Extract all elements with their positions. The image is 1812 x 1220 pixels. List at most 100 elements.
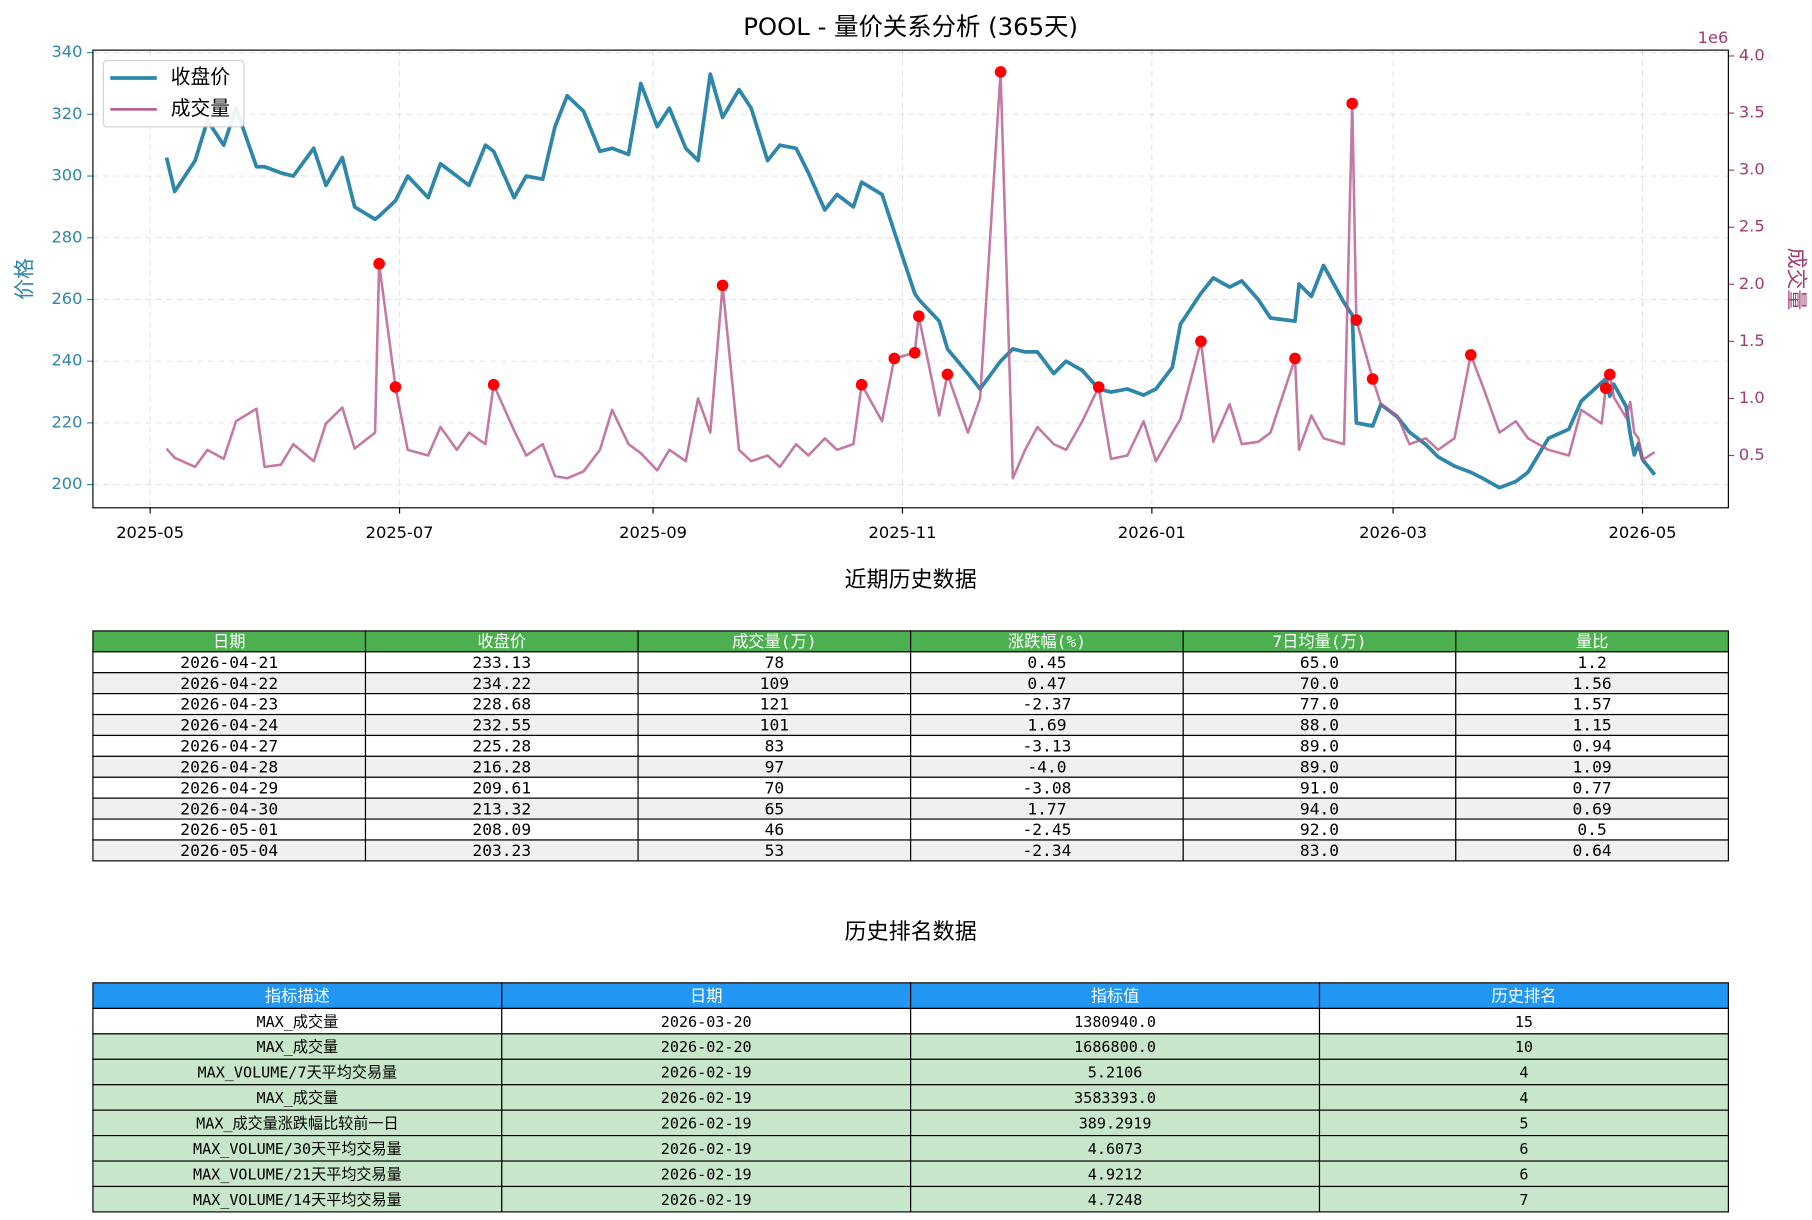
table-title: 历史排名数据	[845, 920, 977, 945]
table: 指标描述 日期 指标值 历史排名 MAX_成交量 2026-03-20 1380940.0 1…	[92, 982, 1729, 1213]
cell-text: MAX_成交量涨跌幅比较前一日	[196, 1115, 398, 1133]
cell-text: 109	[760, 674, 789, 693]
cell-text: MAX_成交量	[257, 1089, 339, 1107]
table-cell	[1318, 1058, 1729, 1086]
cell-text: 2026-02-19	[661, 1140, 752, 1158]
table-cell	[92, 1185, 503, 1213]
table-cell	[92, 1160, 503, 1188]
cell-text: 7	[1519, 1191, 1528, 1209]
table-cell	[1318, 1084, 1729, 1111]
cell-text: MAX_成交量	[257, 1038, 339, 1056]
cell-text: 4.6073	[1088, 1140, 1143, 1158]
cell-text: MAX_成交量	[257, 1013, 339, 1031]
cell-text: 77.0	[1300, 695, 1339, 714]
table-cell	[910, 1185, 1321, 1213]
cell-text: 0.64	[1573, 841, 1612, 860]
volume-spike-marker	[855, 378, 868, 391]
x-tick-label: 2025-07	[366, 523, 434, 542]
cell-text: 65	[765, 799, 785, 818]
table-cell	[92, 1033, 503, 1060]
cell-text: 2026-02-19	[661, 1165, 752, 1183]
y-tick-label: 320	[51, 104, 82, 123]
header-text: 日期	[690, 986, 723, 1005]
cell-text: 216.28	[472, 757, 531, 776]
cell-text: 1.15	[1573, 716, 1612, 735]
y2-tick-label: 2.0	[1739, 274, 1765, 293]
table-cell	[910, 1007, 1321, 1035]
cell-text: 225.28	[472, 737, 531, 756]
y2-tick-label: 1.5	[1739, 331, 1765, 350]
cell-text: -3.08	[1022, 778, 1071, 797]
cell-text: 2026-05-01	[180, 820, 278, 839]
cell-text: 89.0	[1300, 757, 1339, 776]
y-tick-label: 300	[51, 166, 82, 185]
volume-spike-marker	[1195, 335, 1207, 348]
cell-text: 2026-04-29	[180, 778, 278, 797]
cell-text: 97	[765, 757, 785, 776]
volume-spike-marker	[373, 257, 385, 270]
cell-text: 2026-04-22	[180, 674, 278, 693]
table-title: 近期历史数据	[845, 568, 977, 593]
x-tick-label: 2025-11	[869, 523, 937, 542]
y2-tick-label: 3.5	[1739, 103, 1765, 122]
series-line	[164, 72, 1657, 490]
legend-label: 收盘价	[171, 66, 230, 89]
cell-text: 2026-04-28	[180, 757, 278, 776]
cell-text: 4.7248	[1088, 1191, 1143, 1209]
table-cell	[1455, 839, 1729, 862]
cell-text: 2026-05-04	[180, 841, 278, 860]
header-text: 成交量(万)	[732, 632, 817, 651]
table-cell	[92, 1084, 503, 1111]
cell-text: -4.0	[1027, 757, 1066, 776]
cell-text: -2.45	[1022, 820, 1071, 839]
volume-spike-marker	[1603, 368, 1616, 381]
cell-text: 83.0	[1300, 841, 1339, 860]
volume-spike-marker	[994, 66, 1007, 78]
cell-text: 4	[1519, 1089, 1528, 1107]
cell-text: 15	[1515, 1013, 1533, 1031]
y-tick-label: 200	[51, 474, 82, 493]
table-cell	[910, 1033, 1321, 1060]
volume-spike-marker	[1464, 349, 1477, 361]
cell-text: 1.57	[1573, 695, 1612, 714]
x-tick-label: 2025-05	[116, 523, 184, 542]
cell-text: 70	[765, 778, 785, 797]
cell-text: 65.0	[1300, 653, 1339, 672]
volume-spike-marker	[1350, 314, 1363, 326]
cell-text: 88.0	[1300, 716, 1339, 735]
volume-spike-marker	[1092, 381, 1105, 393]
cell-text: 233.13	[472, 653, 531, 672]
series-line	[165, 70, 1656, 480]
volume-spike-marker	[888, 352, 901, 365]
cell-text: 2026-04-24	[180, 716, 278, 735]
header-text: 日期	[213, 632, 246, 651]
x-tick-label: 2026-01	[1118, 523, 1186, 542]
cell-text: 2026-02-19	[661, 1064, 752, 1082]
y-tick-label: 280	[51, 227, 82, 246]
cell-text: 1380940.0	[1074, 1013, 1156, 1031]
volume-spike-marker	[487, 378, 500, 391]
cell-text: 232.55	[472, 716, 531, 735]
cell-text: 2026-04-27	[180, 737, 278, 756]
table-cell	[92, 1109, 503, 1137]
cell-text: 209.61	[472, 778, 531, 797]
legend-label: 成交量	[171, 97, 230, 120]
cell-text: 1.09	[1573, 757, 1612, 776]
cell-text: 2026-04-30	[180, 799, 278, 818]
cell-text: 2026-02-19	[661, 1089, 752, 1107]
header-text: 指标值	[1091, 986, 1140, 1005]
cell-text: 208.09	[472, 820, 531, 839]
cell-text: 0.45	[1027, 653, 1066, 672]
cell-text: -2.34	[1022, 841, 1071, 860]
cell-text: -2.37	[1022, 695, 1071, 714]
cell-text: 53	[765, 841, 785, 860]
cell-text: 203.23	[472, 841, 531, 860]
cell-text: 1686800.0	[1074, 1038, 1156, 1056]
cell-text: 2026-02-19	[661, 1191, 752, 1209]
x-tick-label: 2026-03	[1359, 523, 1427, 542]
volume-spike-marker	[941, 368, 954, 381]
cell-text: 2026-03-20	[661, 1013, 752, 1031]
y2-tick-label: 2.5	[1739, 217, 1765, 236]
cell-text: 234.22	[472, 674, 531, 693]
